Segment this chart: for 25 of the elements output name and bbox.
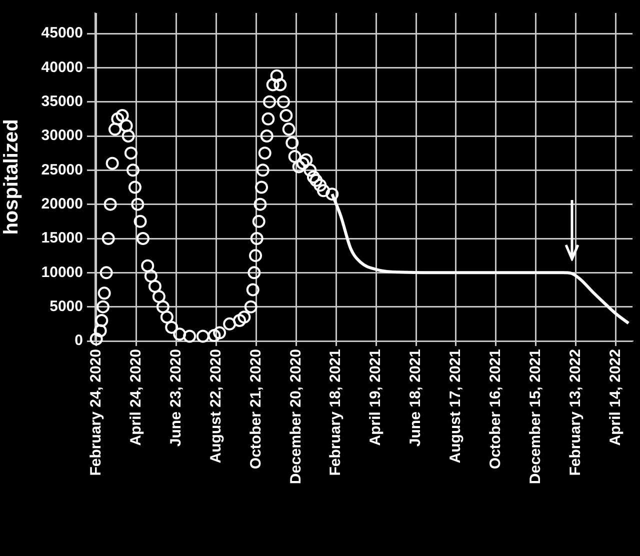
- y-tick-label: 40000: [41, 58, 83, 76]
- y-tick-label: 0: [74, 332, 83, 350]
- x-tick-label: June 18, 2021: [407, 349, 424, 447]
- x-tick-label: August 22, 2020: [207, 349, 224, 464]
- x-tick-label: February 18, 2021: [327, 349, 344, 476]
- x-tick-label: October 21, 2020: [247, 349, 264, 470]
- x-tick-label: February 13, 2022: [567, 349, 584, 476]
- y-tick-label: 35000: [41, 92, 83, 110]
- x-tick-label: December 20, 2020: [287, 349, 304, 484]
- x-tick-label: June 23, 2020: [167, 349, 184, 447]
- y-tick-label: 5000: [50, 298, 83, 315]
- x-tick-label: April 14, 2022: [606, 349, 624, 446]
- y-tick-label: 15000: [41, 230, 83, 247]
- y-tick-label: 45000: [41, 24, 83, 42]
- x-tick-label: April 24, 2020: [127, 349, 144, 446]
- y-tick-label: 20000: [41, 195, 83, 212]
- x-tick-label: April 19, 2021: [367, 349, 384, 446]
- x-tick-label: October 16, 2021: [487, 349, 504, 470]
- x-tick-label: December 15, 2021: [527, 349, 544, 484]
- y-tick-label: 30000: [41, 127, 83, 144]
- y-tick-label: 10000: [41, 264, 83, 281]
- x-tick-label: August 17, 2021: [447, 349, 464, 464]
- y-axis-title: hospitalized: [0, 119, 23, 235]
- y-tick-label: 25000: [41, 161, 83, 178]
- x-tick-label: February 24, 2020: [87, 349, 104, 476]
